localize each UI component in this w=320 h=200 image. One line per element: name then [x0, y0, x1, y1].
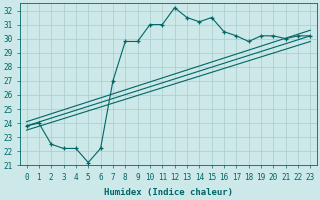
X-axis label: Humidex (Indice chaleur): Humidex (Indice chaleur): [104, 188, 233, 197]
